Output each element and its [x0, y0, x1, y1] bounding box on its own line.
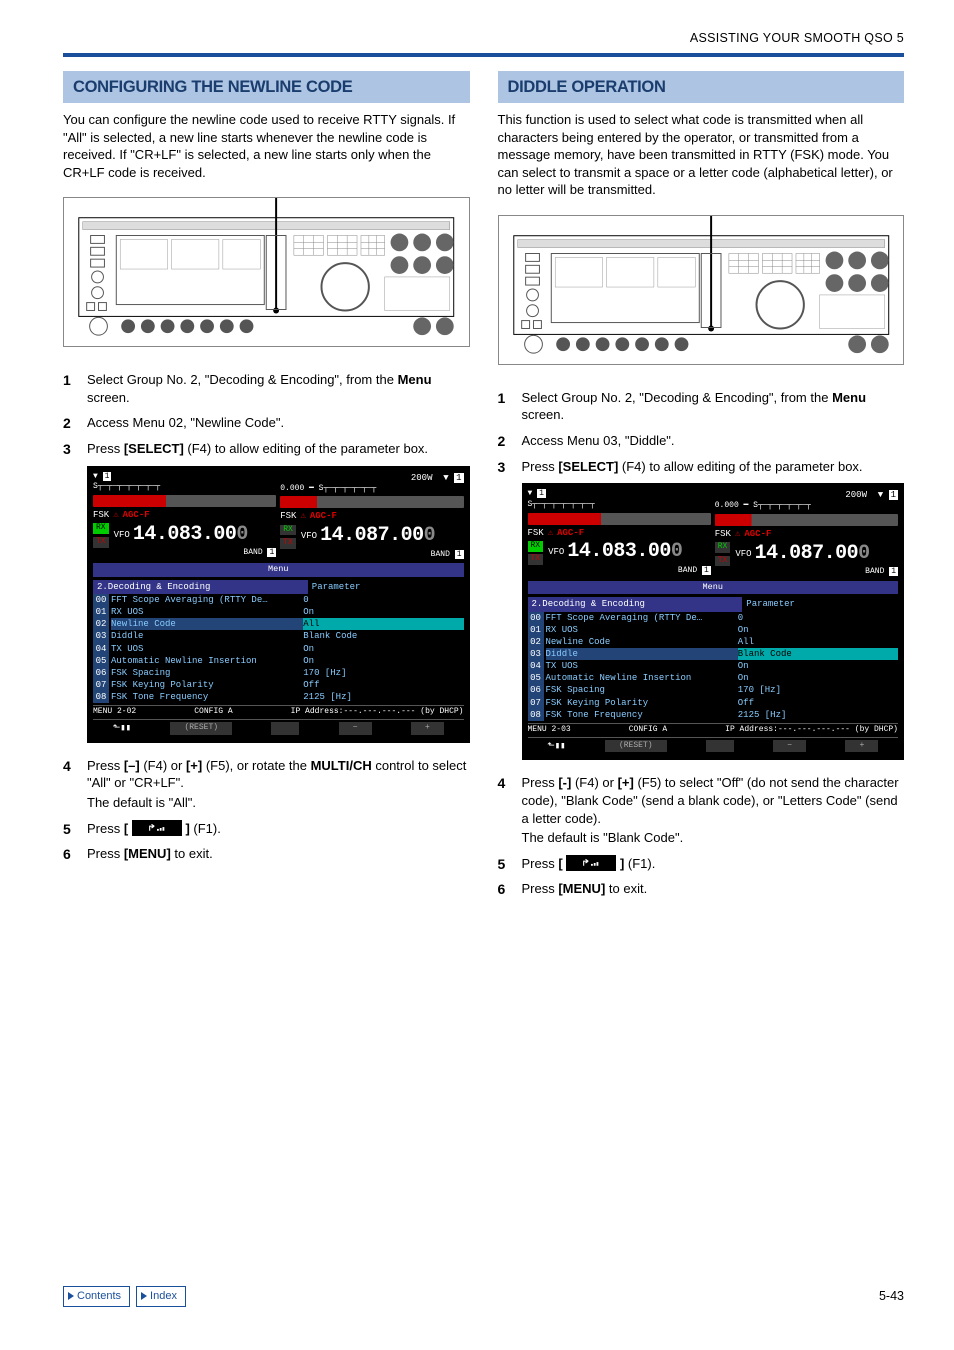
steps-right-2: Press [-] (F4) or [+] (F5) to select "Of… — [498, 774, 905, 897]
step-4: Press [-] (F4) or [+] (F5) to select "Of… — [498, 774, 905, 846]
step-5: Press [ ] (F1). — [498, 855, 905, 873]
steps-left: Select Group No. 2, "Decoding & Encoding… — [63, 371, 470, 457]
intro-right: This function is used to select what cod… — [498, 111, 905, 199]
step-5: Press [ ] (F1). — [63, 820, 470, 838]
index-button[interactable]: Index — [136, 1286, 186, 1307]
radio-illustration-right — [498, 215, 905, 365]
section-title-right: DIDDLE OPERATION — [498, 71, 905, 103]
section-title-left: CONFIGURING THE NEWLINE CODE — [63, 71, 470, 103]
right-column: DIDDLE OPERATION This function is used t… — [498, 71, 905, 906]
rule-top — [63, 53, 904, 57]
contents-button[interactable]: Contents — [63, 1286, 130, 1307]
steps-right: Select Group No. 2, "Decoding & Encoding… — [498, 389, 905, 475]
step-1: Select Group No. 2, "Decoding & Encoding… — [63, 371, 470, 406]
radio-illustration-left — [63, 197, 470, 347]
lcd-left: ▼ 1 S┬─┬─┬─┬─┬─┬─┬ FSK ⚠ AGC-F RXTX VFO … — [87, 466, 470, 743]
step-2: Access Menu 02, "Newline Code". — [63, 414, 470, 432]
page-header: ASSISTING YOUR SMOOTH QSO 5 — [63, 30, 904, 47]
intro-left: You can configure the newline code used … — [63, 111, 470, 181]
menu-top-icon — [132, 820, 182, 836]
lcd-right: ▼ 1 S┬─┬─┬─┬─┬─┬─┬ FSK ⚠ AGC-F RXTX VFO … — [522, 483, 905, 760]
step-3: Press [SELECT] (F4) to allow editing of … — [63, 440, 470, 458]
step-6: Press [MENU] to exit. — [63, 845, 470, 863]
step-4: Press [–] (F4) or [+] (F5), or rotate th… — [63, 757, 470, 812]
menu-top-icon — [566, 855, 616, 871]
page-number: 5-43 — [879, 1288, 904, 1305]
step-6: Press [MENU] to exit. — [498, 880, 905, 898]
left-column: CONFIGURING THE NEWLINE CODE You can con… — [63, 71, 470, 906]
step-3: Press [SELECT] (F4) to allow editing of … — [498, 458, 905, 476]
step-2: Access Menu 03, "Diddle". — [498, 432, 905, 450]
step-1: Select Group No. 2, "Decoding & Encoding… — [498, 389, 905, 424]
page-footer: Contents Index 5-43 — [63, 1286, 904, 1307]
steps-left-2: Press [–] (F4) or [+] (F5), or rotate th… — [63, 757, 470, 863]
